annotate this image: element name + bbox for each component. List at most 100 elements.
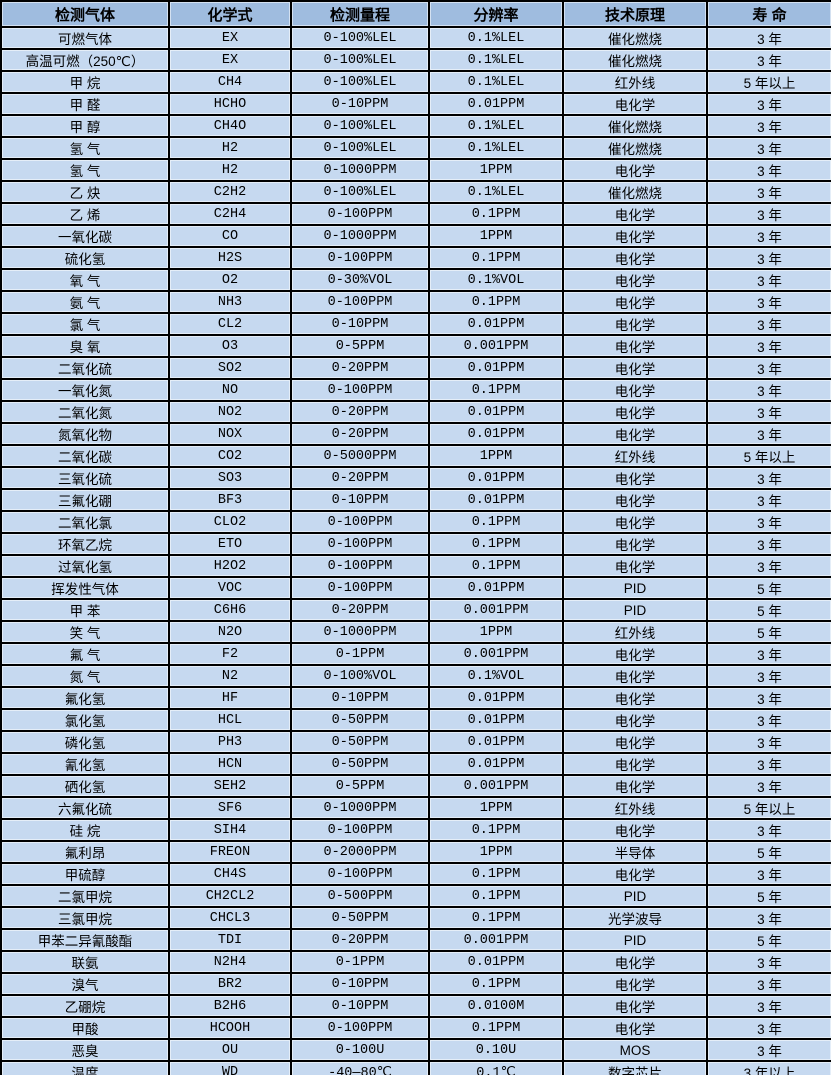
cell-life: 3 年	[706, 1016, 831, 1040]
cell-formula: CH4O	[168, 114, 292, 138]
cell-resolution: 0.1PPM	[428, 246, 564, 270]
cell-range: 0-100%LEL	[290, 70, 430, 94]
cell-principle: 电化学	[562, 268, 708, 292]
cell-life: 3 年	[706, 686, 831, 710]
table-row: 恶臭 OU 0-100U 0.10U MOS 3 年	[0, 1038, 831, 1062]
cell-principle: 红外线	[562, 796, 708, 820]
table-row: 笑 气 N2O 0-1000PPM 1PPM 红外线 5 年	[0, 620, 831, 644]
cell-range: 0-100%VOL	[290, 664, 430, 688]
cell-life: 3 年	[706, 774, 831, 798]
cell-life: 3 年	[706, 862, 831, 886]
cell-life: 3 年	[706, 642, 831, 666]
cell-range: 0-5000PPM	[290, 444, 430, 468]
cell-gas: 氯化氢	[0, 708, 170, 732]
table-row: 联氨 N2H4 0-1PPM 0.01PPM 电化学 3 年	[0, 950, 831, 974]
table-row: 三氯甲烷 CHCL3 0-50PPM 0.1PPM 光学波导 3 年	[0, 906, 831, 930]
cell-range: 0-50PPM	[290, 730, 430, 754]
cell-range: 0-5PPM	[290, 334, 430, 358]
cell-range: 0-30%VOL	[290, 268, 430, 292]
cell-resolution: 0.01PPM	[428, 422, 564, 446]
cell-formula: C2H4	[168, 202, 292, 226]
cell-formula: BR2	[168, 972, 292, 996]
cell-life: 3 年	[706, 972, 831, 996]
cell-life: 3 年	[706, 422, 831, 446]
cell-life: 3 年	[706, 114, 831, 138]
table-row: 氯 气 CL2 0-10PPM 0.01PPM 电化学 3 年	[0, 312, 831, 336]
cell-gas: 甲硫醇	[0, 862, 170, 886]
cell-gas: 硅 烷	[0, 818, 170, 842]
cell-resolution: 0.001PPM	[428, 928, 564, 952]
cell-principle: PID	[562, 928, 708, 952]
cell-gas: 氮氧化物	[0, 422, 170, 446]
cell-resolution: 0.01PPM	[428, 466, 564, 490]
cell-life: 3 年	[706, 268, 831, 292]
cell-principle: 电化学	[562, 532, 708, 556]
cell-range: -40—80℃	[290, 1060, 430, 1075]
cell-resolution: 0.001PPM	[428, 642, 564, 666]
cell-gas: 挥发性气体	[0, 576, 170, 600]
table-row: 环氧乙烷 ETO 0-100PPM 0.1PPM 电化学 3 年	[0, 532, 831, 556]
cell-formula: HCHO	[168, 92, 292, 116]
cell-principle: 催化燃烧	[562, 136, 708, 160]
cell-range: 0-1000PPM	[290, 224, 430, 248]
cell-range: 0-20PPM	[290, 598, 430, 622]
cell-formula: CH4S	[168, 862, 292, 886]
table-row: 磷化氢 PH3 0-50PPM 0.01PPM 电化学 3 年	[0, 730, 831, 754]
cell-principle: 电化学	[562, 818, 708, 842]
table-row: 氯化氢 HCL 0-50PPM 0.01PPM 电化学 3 年	[0, 708, 831, 732]
cell-principle: 催化燃烧	[562, 180, 708, 204]
cell-resolution: 0.1%LEL	[428, 48, 564, 72]
cell-formula: HCL	[168, 708, 292, 732]
cell-formula: SO2	[168, 356, 292, 380]
table-row: 氢 气 H2 0-1000PPM 1PPM 电化学 3 年	[0, 158, 831, 182]
cell-range: 0-1000PPM	[290, 796, 430, 820]
cell-life: 3 年	[706, 488, 831, 512]
cell-formula: HCOOH	[168, 1016, 292, 1040]
cell-principle: 半导体	[562, 840, 708, 864]
cell-principle: 电化学	[562, 686, 708, 710]
cell-life: 3 年	[706, 180, 831, 204]
cell-life: 3 年	[706, 92, 831, 116]
cell-range: 0-100%LEL	[290, 26, 430, 50]
column-header-gas: 检测气体	[0, 0, 170, 28]
table-row: 甲 醇 CH4O 0-100%LEL 0.1%LEL 催化燃烧 3 年	[0, 114, 831, 138]
cell-principle: MOS	[562, 1038, 708, 1062]
cell-resolution: 0.01PPM	[428, 752, 564, 776]
cell-range: 0-20PPM	[290, 400, 430, 424]
cell-resolution: 0.01PPM	[428, 92, 564, 116]
cell-formula: CO2	[168, 444, 292, 468]
table-row: 二氧化氯 CLO2 0-100PPM 0.1PPM 电化学 3 年	[0, 510, 831, 534]
cell-resolution: 0.0100M	[428, 994, 564, 1018]
cell-formula: SF6	[168, 796, 292, 820]
table-row: 溴气 BR2 0-10PPM 0.1PPM 电化学 3 年	[0, 972, 831, 996]
cell-formula: N2	[168, 664, 292, 688]
cell-life: 3 年	[706, 246, 831, 270]
cell-formula: NO	[168, 378, 292, 402]
cell-principle: 电化学	[562, 400, 708, 424]
cell-resolution: 0.1PPM	[428, 1016, 564, 1040]
cell-gas: 甲 烷	[0, 70, 170, 94]
cell-life: 5 年	[706, 840, 831, 864]
cell-formula: HF	[168, 686, 292, 710]
cell-range: 0-100PPM	[290, 378, 430, 402]
cell-gas: 氢 气	[0, 136, 170, 160]
cell-formula: VOC	[168, 576, 292, 600]
cell-principle: PID	[562, 884, 708, 908]
cell-gas: 恶臭	[0, 1038, 170, 1062]
cell-formula: H2O2	[168, 554, 292, 578]
table-body: 可燃气体 EX 0-100%LEL 0.1%LEL 催化燃烧 3 年高温可燃（250℃） E…	[0, 26, 831, 1075]
cell-range: 0-50PPM	[290, 906, 430, 930]
table-row: 甲硫醇 CH4S 0-100PPM 0.1PPM 电化学 3 年	[0, 862, 831, 886]
cell-gas: 笑 气	[0, 620, 170, 644]
cell-gas: 环氧乙烷	[0, 532, 170, 556]
cell-gas: 甲 醇	[0, 114, 170, 138]
cell-life: 3 年	[706, 290, 831, 314]
cell-gas: 硫化氢	[0, 246, 170, 270]
column-header-range: 检测量程	[290, 0, 430, 28]
cell-gas: 臭 氧	[0, 334, 170, 358]
cell-principle: 电化学	[562, 862, 708, 886]
cell-formula: EX	[168, 26, 292, 50]
cell-resolution: 1PPM	[428, 840, 564, 864]
table-row: 甲 烷 CH4 0-100%LEL 0.1%LEL 红外线 5 年以上	[0, 70, 831, 94]
cell-gas: 二氧化氮	[0, 400, 170, 424]
